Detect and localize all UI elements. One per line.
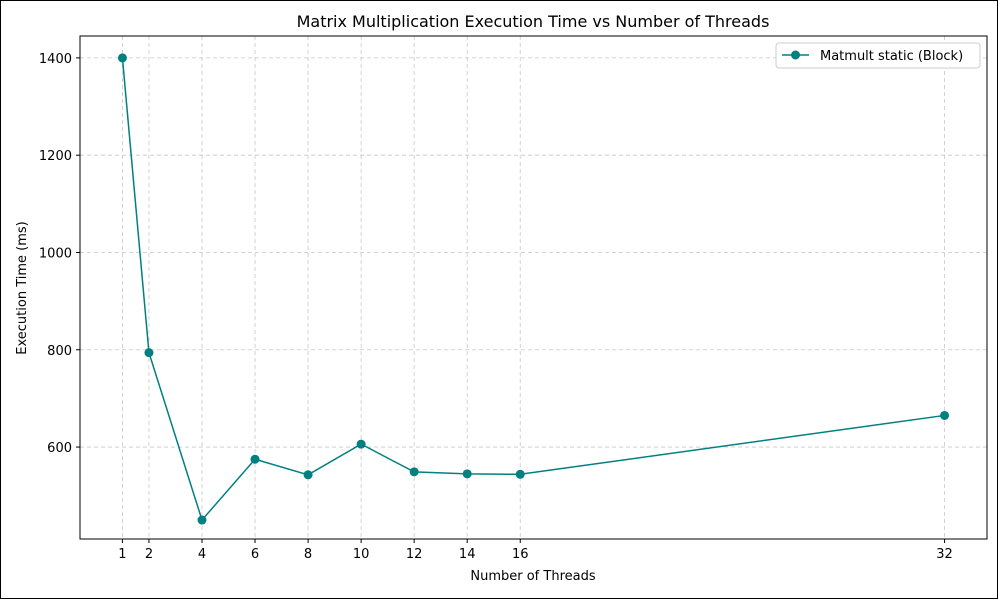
- data-point: [356, 439, 366, 449]
- x-tick-label: 10: [353, 547, 370, 562]
- x-tick-label: 16: [512, 547, 529, 562]
- x-tick-label: 8: [304, 547, 312, 562]
- legend-box: [775, 42, 981, 69]
- legend-label: Matmult static (Block): [820, 49, 963, 64]
- y-tick-label: 800: [47, 344, 72, 359]
- chart-title: Matrix Multiplication Execution Time vs …: [297, 12, 770, 31]
- y-tick-label: 600: [47, 441, 72, 456]
- x-tick-label: 2: [145, 547, 153, 562]
- data-point: [515, 469, 525, 479]
- data-point: [250, 454, 260, 464]
- y-tick-label: 1200: [39, 149, 72, 164]
- series-layer: [117, 53, 950, 525]
- y-axis-label: Execution Time (ms): [15, 221, 30, 354]
- x-tick-label: 12: [406, 547, 423, 562]
- x-tick-label: 4: [198, 547, 206, 562]
- y-axis-ticks: 600 800 1000 1200 1400: [39, 52, 80, 456]
- data-point: [197, 515, 207, 525]
- data-point: [303, 470, 313, 480]
- x-tick-label: 14: [459, 547, 476, 562]
- y-tick-label: 1000: [39, 246, 72, 261]
- x-tick-label: 6: [251, 547, 259, 562]
- data-point: [117, 53, 127, 63]
- y-tick-label: 1400: [39, 52, 72, 67]
- legend: Matmult static (Block): [775, 42, 981, 69]
- plot-frame: [79, 35, 988, 540]
- data-point: [144, 348, 154, 358]
- legend-marker-swatch: [791, 50, 800, 60]
- x-axis-ticks: 1 2 4 6 8 10 12 14 16 32: [118, 539, 953, 562]
- data-point: [462, 469, 472, 479]
- series-line: [121, 57, 945, 522]
- data-point: [409, 467, 419, 477]
- x-axis-label: Number of Threads: [470, 569, 595, 584]
- x-tick-label: 32: [936, 547, 953, 562]
- x-tick-label: 1: [118, 547, 126, 562]
- data-point: [940, 410, 950, 420]
